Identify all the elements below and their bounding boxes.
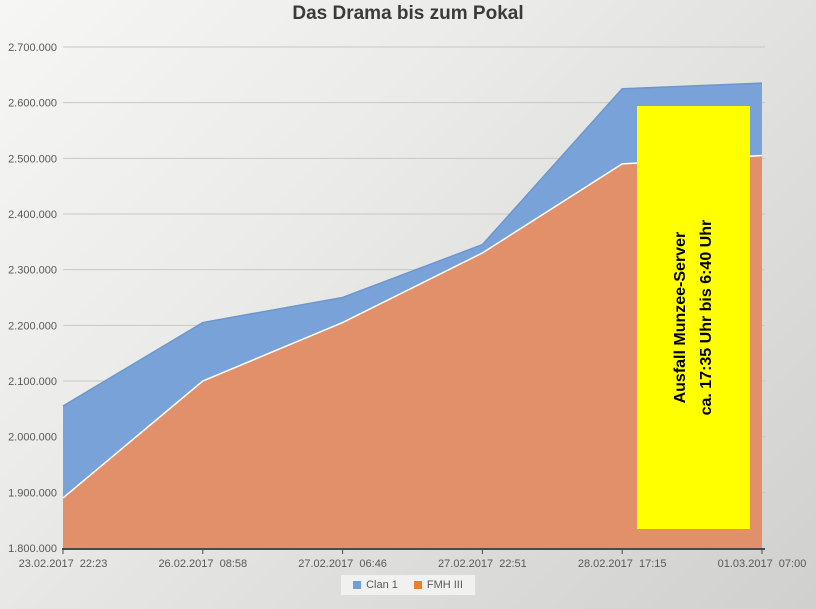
y-tick-label: 2.200.000 <box>8 320 57 332</box>
annotation-box[interactable]: Ausfall Munzee-Server ca. 17:35 Uhr bis … <box>637 106 750 529</box>
clan-1-swatch-icon <box>353 581 362 589</box>
x-tick-label: 27.02.2017 06:46 <box>298 558 387 570</box>
x-tick-label: 26.02.2017 08:58 <box>158 558 247 570</box>
x-tick-label: 23.02.2017 22:23 <box>19 558 108 570</box>
legend-label-fmh-iii: FMH III <box>426 579 463 591</box>
y-tick-label: 2.300.000 <box>8 265 57 277</box>
y-tick-label: 2.100.000 <box>8 376 57 388</box>
y-tick-label: 2.700.000 <box>8 42 57 54</box>
y-tick-label: 1.800.000 <box>8 543 57 555</box>
x-tick-label: 28.02.2017 17:15 <box>578 558 667 570</box>
area-edge-clan-1 <box>62 82 763 407</box>
annotation-line-1: Ausfall Munzee-Server <box>671 231 689 404</box>
legend-label-clan-1: Clan 1 <box>366 579 398 591</box>
annotation-text: Ausfall Munzee-Server ca. 17:35 Uhr bis … <box>668 220 719 416</box>
annotation-line-2: ca. 17:35 Uhr bis 6:40 Uhr <box>697 219 715 416</box>
chart-title: Das Drama bis zum Pokal <box>292 3 524 24</box>
y-tick-label: 2.000.000 <box>8 432 57 444</box>
legend-item-clan-1[interactable]: Clan 1 <box>353 579 398 591</box>
y-tick-label: 1.900.000 <box>8 487 57 499</box>
fmh-iii-swatch-icon <box>413 581 422 589</box>
legend-item-fmh-iii[interactable]: FMH III <box>413 579 463 591</box>
y-tick-label: 2.600.000 <box>8 98 57 110</box>
y-tick-label: 2.500.000 <box>8 153 57 165</box>
legend: Clan 1 FMH III <box>341 575 475 595</box>
area-fmh-iii <box>63 155 762 549</box>
x-tick-label: 01.03.2017 07:00 <box>718 558 807 570</box>
x-tick-label: 27.02.2017 22:51 <box>438 558 527 570</box>
y-tick-label: 2.400.000 <box>8 209 57 221</box>
